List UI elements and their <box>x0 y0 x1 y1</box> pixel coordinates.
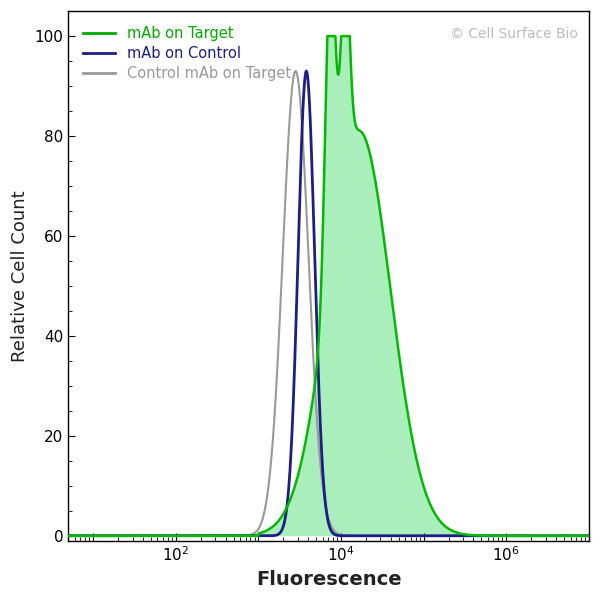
X-axis label: Fluorescence: Fluorescence <box>256 570 401 589</box>
Y-axis label: Relative Cell Count: Relative Cell Count <box>11 190 29 362</box>
Legend: mAb on Target, mAb on Control, Control mAb on Target: mAb on Target, mAb on Control, Control m… <box>76 19 298 88</box>
Text: © Cell Surface Bio: © Cell Surface Bio <box>451 27 578 41</box>
